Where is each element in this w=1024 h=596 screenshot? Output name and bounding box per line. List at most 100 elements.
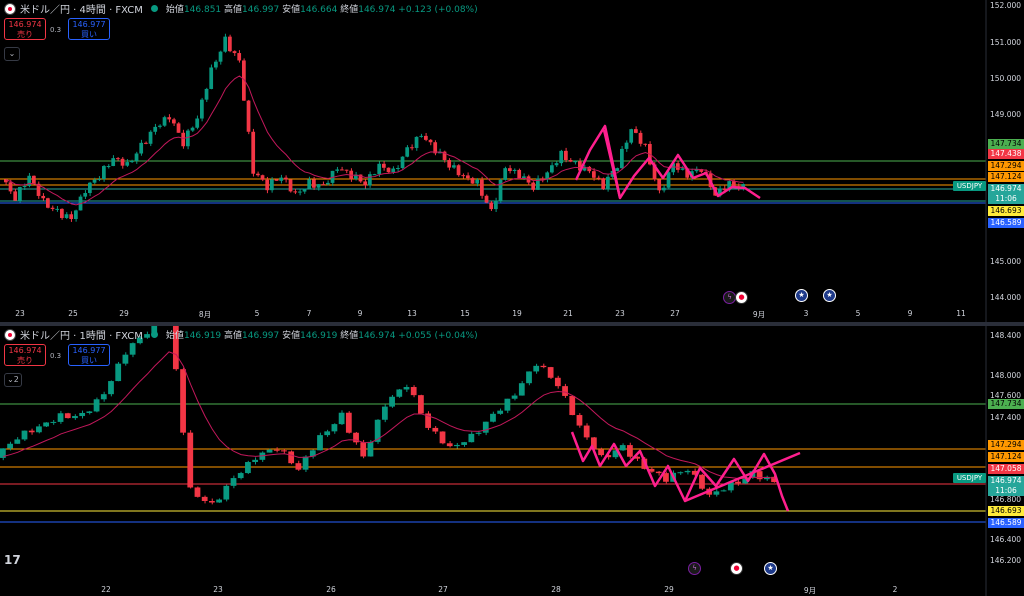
buy-button[interactable]: 146.977 買い [68,18,110,40]
candle [130,160,134,163]
candle [360,442,367,457]
sell-button[interactable]: 146.974 売り [4,344,46,366]
candle [200,99,204,119]
candle [8,182,13,192]
chart-pane-1h[interactable]: 米ドル／円 · 1時間 · FXCM 始値146.919 高値146.997 安… [0,326,1024,596]
candle [657,179,662,191]
candle [27,175,32,186]
candle [324,431,331,436]
candle [722,188,727,191]
candle [317,435,323,451]
candle [55,208,60,210]
candle [377,163,382,175]
candle [643,143,648,145]
price-tick-label: 145.000 [990,257,1022,266]
candle [36,183,41,196]
price-level-tag: 147.124 [988,452,1024,462]
candle [88,182,92,194]
candle [554,163,559,166]
japan-flag-icon[interactable]: ● [735,291,748,304]
candle [484,195,489,203]
candle [266,449,273,453]
ohlc-value: +0.055 (+0.04%) [398,331,478,341]
candle [312,179,316,188]
time-tick-label: 21 [563,309,573,318]
chart-canvas-4h[interactable] [0,0,1024,322]
us-flag-icon[interactable]: ★ [795,289,808,302]
time-tick-label: 28 [551,585,561,594]
ohlc-value: 146.974 [358,5,399,15]
price-level-tag: 147.438 [988,149,1024,159]
candle [439,431,446,444]
candle [763,476,770,480]
candle [237,473,244,479]
chevron-down-icon[interactable]: ⌄2 [4,373,22,387]
sell-button[interactable]: 146.974 売り [4,18,46,40]
candle [41,195,46,199]
candle [326,182,330,185]
buy-label: 買い [81,356,97,365]
candle [771,476,777,483]
candle [181,132,186,147]
candle [433,142,438,154]
candle [540,178,545,180]
candle [22,185,27,188]
symbol-title[interactable]: 米ドル／円 · 1時間 · FXCM [20,331,143,342]
pane-separator[interactable] [0,322,1024,326]
ohlc-value: 146.997 [242,5,283,15]
candle [742,477,749,484]
time-tick-label: 9月 [752,310,766,319]
candle [43,422,50,427]
price-level-tag: 146.693 [988,206,1024,216]
candle [209,67,214,89]
price-level-tag: 147.058 [988,464,1024,474]
usdjpy-flag-icon [4,2,16,15]
candle [158,125,162,127]
candle [295,463,302,470]
candle [627,445,633,457]
us-flag-icon[interactable]: ★ [823,289,836,302]
price-level-tag: 147.734 [988,399,1024,409]
candle [606,176,610,190]
candle [475,432,482,434]
candle [735,481,741,484]
candle [151,326,158,335]
time-tick-label: 7 [306,309,312,318]
candle [490,413,496,422]
price-tick-label: 151.000 [990,38,1022,47]
candle [270,179,274,191]
flash-icon[interactable]: ϟ [688,562,701,575]
candle [57,413,64,422]
chart-pane-4h[interactable]: 米ドル／円 · 4時間 · FXCM 始値146.851 高値146.997 安… [0,0,1024,322]
candle [727,181,732,191]
sell-label: 売り [17,356,33,365]
candle [648,468,655,472]
us-flag-icon[interactable]: ★ [764,562,777,575]
candle [64,214,69,218]
candle [568,160,573,162]
price-level-tag: 147.294 [988,161,1024,171]
sell-price: 146.974 [8,20,42,29]
candle [83,193,88,197]
candle [186,130,190,147]
candle [194,487,201,497]
price-level-tag: 11:06 [988,194,1024,204]
candle [522,176,526,179]
time-tick-label: 2 [892,585,898,594]
symbol-title[interactable]: 米ドル／円 · 4時間 · FXCM [20,5,143,16]
candle [624,142,629,149]
moving-average-line [3,351,775,480]
buy-price: 146.977 [72,346,106,355]
candle [554,377,561,387]
tradingview-logo[interactable]: 17 [4,553,21,567]
candle [620,148,624,169]
japan-flag-icon[interactable]: ● [730,562,743,575]
ohlc-key: 終値 [340,331,359,341]
candle [612,450,619,458]
candle [504,398,511,411]
chart-canvas-1h[interactable] [0,326,1024,596]
buy-button[interactable]: 146.977 買い [68,344,110,366]
candle [662,187,666,191]
time-tick-label: 29 [119,309,129,318]
chevron-down-icon[interactable]: ⌄ [4,47,20,61]
